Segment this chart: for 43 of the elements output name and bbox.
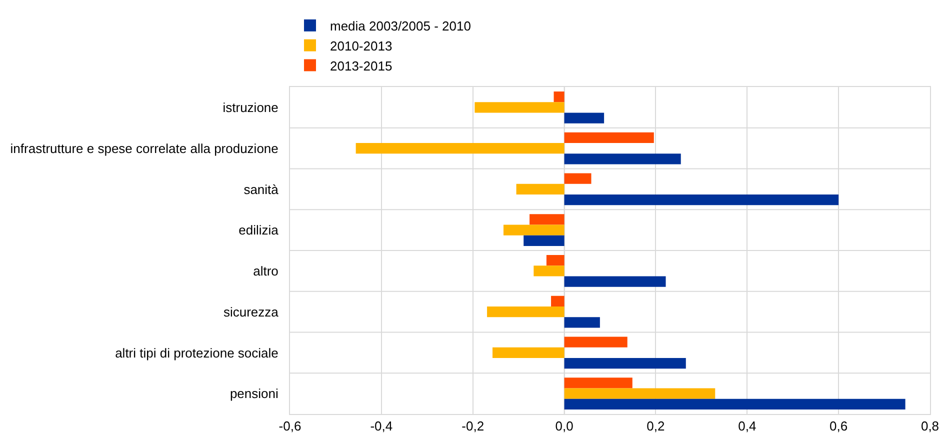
bar	[564, 398, 906, 410]
y-tick-label: altri tipi di protezione sociale	[115, 345, 278, 360]
bar	[564, 194, 839, 206]
x-tick-label: -0,6	[278, 418, 302, 434]
y-tick-label: altro	[253, 263, 278, 278]
legend-label: media 2003/2005 - 2010	[330, 18, 471, 34]
bar	[530, 214, 564, 225]
y-tick-label: infrastrutture e spese correlate alla produzione	[10, 140, 278, 156]
bar	[564, 336, 628, 348]
x-tick-label: 0,2	[646, 418, 665, 434]
bar	[554, 92, 564, 102]
bar	[564, 112, 604, 124]
bar	[564, 378, 632, 388]
y-tick-label: edilizia	[238, 222, 280, 238]
bar	[356, 143, 564, 154]
x-tick-label: 0,8	[920, 418, 940, 434]
bar	[503, 224, 564, 236]
bar	[534, 266, 564, 276]
bar	[564, 276, 666, 287]
bar	[564, 317, 600, 328]
bar	[516, 184, 564, 194]
y-tick-label: sanità	[244, 182, 280, 197]
legend-label: 2013-2015	[330, 58, 392, 74]
x-tick-label: 0,4	[738, 418, 756, 434]
x-tick-label: 0,0	[555, 418, 574, 434]
bar	[524, 235, 564, 246]
legend-label: 2010-2013	[330, 38, 392, 54]
bar	[546, 255, 564, 266]
bar	[564, 388, 716, 399]
y-tick-label: istruzione	[222, 100, 278, 115]
bar	[487, 306, 564, 318]
bar	[551, 296, 564, 306]
x-tick-label: 0,6	[830, 418, 848, 434]
y-tick-label: pensioni	[230, 386, 278, 402]
x-tick-label: -0,2	[462, 418, 484, 434]
y-tick-label: sicurezza	[223, 304, 280, 320]
bar	[564, 358, 686, 369]
bar	[474, 102, 564, 113]
bar	[564, 173, 592, 184]
bar	[564, 154, 681, 164]
bar	[564, 132, 654, 143]
bar	[492, 347, 564, 358]
x-tick-label: -0,4	[370, 418, 393, 434]
